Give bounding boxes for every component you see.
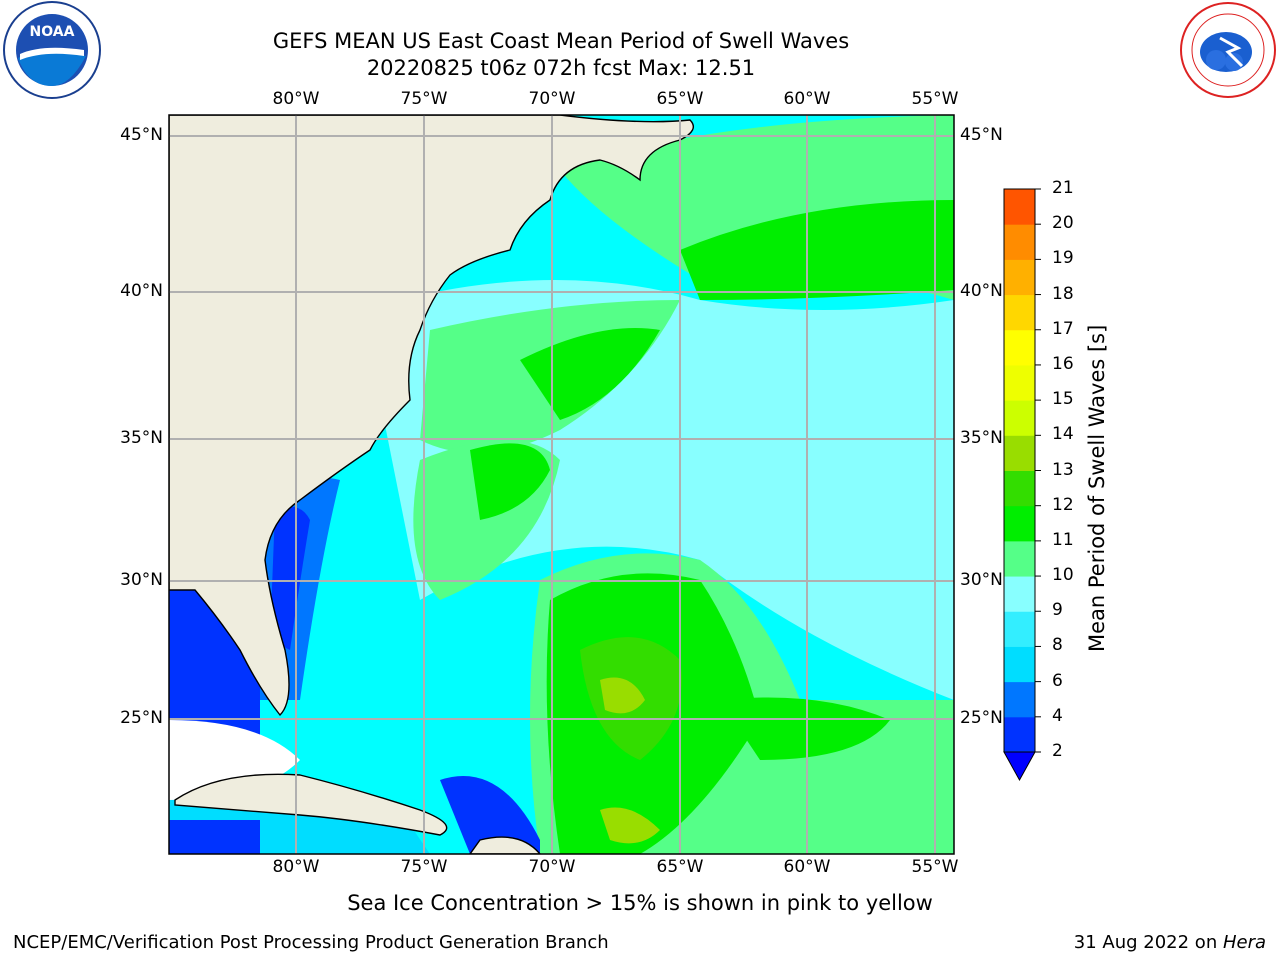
footer-date-text: 31 Aug 2022 on (1073, 932, 1223, 953)
field-2-4s (440, 776, 540, 854)
lat-label-right: 45°N (960, 125, 1003, 145)
lon-label-bottom: 75°W (400, 857, 448, 877)
colorbar-tick-label: 12 (1052, 494, 1074, 515)
field-10-11s (680, 200, 954, 300)
colorbar-tick-label: 10 (1052, 565, 1074, 586)
colorbar-tick-label: 21 (1052, 178, 1074, 198)
lon-label-bottom: 70°W (528, 857, 576, 877)
colorbar-bin (1004, 576, 1035, 612)
footer-date: 31 Aug 2022 on Hera (1074, 932, 1266, 953)
field-10-11s (720, 697, 890, 760)
colorbar-tick-label: 14 (1052, 424, 1074, 445)
colorbar-tick-label: 15 (1052, 389, 1074, 410)
lon-label-top: 70°W (528, 89, 576, 109)
lat-label-right: 35°N (960, 428, 1003, 448)
colorbar-bin (1004, 470, 1035, 507)
colorbar-bin (1004, 646, 1035, 683)
colorbar-tick-label: 8 (1052, 635, 1063, 656)
lat-label-left: 30°N (120, 570, 163, 590)
lon-label-bottom: 65°W (656, 857, 704, 877)
lon-label-top: 65°W (656, 89, 704, 109)
lon-label-bottom: 80°W (272, 857, 320, 877)
lon-label-top: 80°W (272, 89, 320, 109)
lon-label-top: 55°W (911, 89, 959, 109)
lat-label-right: 25°N (960, 708, 1003, 728)
colorbar-tick-label: 13 (1052, 459, 1074, 480)
colorbar-bin (1004, 540, 1035, 577)
map-subtitle: 20220825 t06z 072h fcst Max: 12.51 (366, 56, 756, 80)
lat-label-left: 40°N (120, 281, 163, 301)
colorbar-tick-label: 4 (1052, 705, 1063, 726)
field-2-4s (270, 506, 310, 650)
field-12-13s (600, 677, 645, 714)
lon-label-top: 75°W (400, 89, 448, 109)
colorbar-bin (1004, 400, 1035, 436)
field-12-13s (600, 807, 660, 844)
lat-label-left: 25°N (120, 708, 163, 728)
footer-host: Hera (1222, 932, 1266, 953)
colorbar-bin (1004, 505, 1035, 542)
map-frame (168, 114, 955, 855)
colorbar-bin (1004, 189, 1035, 225)
lon-label-top: 60°W (783, 89, 831, 109)
colorbar-bin (1004, 435, 1035, 471)
colorbar-tick-label: 9 (1052, 600, 1063, 621)
colorbar-tick-label: 16 (1052, 353, 1074, 374)
colorbar-bin (1004, 294, 1035, 331)
noaa-logo-text: NOAA (30, 24, 75, 40)
footer-credit: NCEP/EMC/Verification Post Processing Pr… (13, 932, 609, 953)
map-plot-area (169, 115, 954, 854)
lat-label-left: 35°N (120, 428, 163, 448)
north-america-land (169, 115, 694, 717)
colorbar-tick-label: 11 (1052, 529, 1074, 550)
colorbar-tick-label: 6 (1052, 670, 1063, 691)
colorbar-title: Mean Period of Swell Waves [s] (1085, 324, 1109, 652)
cuba-land (174, 773, 448, 836)
field-10-11s (520, 328, 660, 420)
map-title: GEFS MEAN US East Coast Mean Period of S… (272, 29, 850, 53)
colorbar-bin (1004, 259, 1035, 296)
lon-label-bottom: 60°W (783, 857, 831, 877)
lat-label-right: 30°N (960, 570, 1003, 590)
lon-label-bottom: 55°W (911, 857, 959, 877)
field-2-4s (169, 820, 260, 854)
lat-label-right: 40°N (960, 281, 1003, 301)
colorbar-tick-label: 17 (1052, 318, 1074, 339)
colorbar (1003, 188, 1041, 782)
colorbar-bin (1004, 364, 1035, 401)
colorbar-tick-label: 18 (1052, 283, 1074, 304)
colorbar-bin (1004, 224, 1035, 260)
noaa-logo: NOAA (3, 1, 101, 99)
colorbar-bin (1004, 611, 1035, 647)
colorbar-tick-label: 2 (1052, 741, 1063, 761)
sea-ice-note: Sea Ice Concentration > 15% is shown in … (347, 891, 933, 915)
colorbar-tick-label: 19 (1052, 248, 1074, 269)
colorbar-bin (1004, 681, 1035, 718)
colorbar-under-arrow (1003, 751, 1036, 782)
colorbar-bin (1004, 329, 1035, 366)
lat-lon-grid (169, 115, 954, 854)
colorbar-tick-label: 20 (1052, 213, 1074, 234)
field-10-11s (470, 443, 550, 520)
lat-label-left: 45°N (120, 125, 163, 145)
colorbar-bin (1004, 716, 1035, 753)
nws-logo (1180, 2, 1276, 98)
swell-period-field (169, 115, 954, 854)
